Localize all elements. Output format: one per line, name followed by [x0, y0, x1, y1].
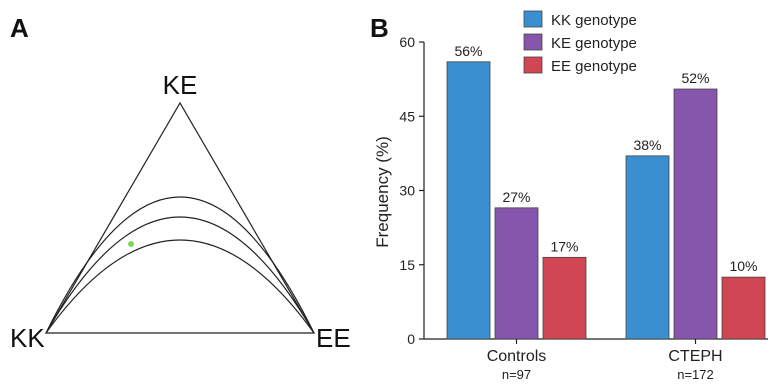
hwe-curve	[45, 216, 315, 334]
bar	[625, 155, 670, 340]
lower-curve	[45, 239, 315, 334]
bar	[494, 207, 539, 340]
panel-a-letter: A	[10, 13, 29, 43]
panel-b-letter: B	[370, 13, 389, 43]
bar-data-label: 52%	[681, 70, 709, 86]
legend-label: KE genotype	[551, 35, 637, 52]
vertex-ee: EE	[316, 323, 351, 353]
x-category-label: CTEPH	[668, 348, 722, 365]
panel-a: A KE KK EE	[10, 13, 351, 353]
y-tick-label: 45	[399, 108, 415, 124]
bar	[721, 276, 766, 340]
legend-label: EE genotype	[551, 58, 637, 75]
y-tick-label: 30	[399, 183, 415, 199]
bar-data-label: 10%	[729, 258, 757, 274]
ternary-triangle	[44, 101, 316, 334]
bar-data-label: 56%	[454, 43, 482, 59]
bar-chart: 0 15 30 45 60 56% 27% 17% Controls n=97 38% 52% 10% C…	[399, 34, 768, 382]
bar	[542, 256, 587, 340]
bar-data-label: 27%	[502, 189, 530, 205]
y-tick-label: 60	[399, 34, 415, 50]
x-category-label: Controls	[487, 348, 547, 365]
genotype-point	[128, 241, 134, 247]
y-axis-label: Frequency (%)	[373, 136, 392, 247]
bar-data-label: 38%	[633, 137, 661, 153]
vertex-kk: KK	[10, 323, 45, 353]
legend-swatch	[523, 56, 543, 74]
vertex-ke: KE	[163, 70, 198, 100]
y-tick-label: 15	[399, 257, 415, 273]
upper-curve	[45, 196, 315, 334]
y-tick-label: 0	[407, 331, 415, 347]
panel-b: B Frequency (%) 0 15 30 45 60 56% 27% 17% Contro…	[370, 10, 768, 382]
x-category-sublabel: n=172	[677, 367, 714, 382]
legend: KK genotype KE genotype EE genotype	[523, 10, 637, 75]
bar-data-label: 17%	[550, 238, 578, 254]
x-category-sublabel: n=97	[502, 367, 531, 382]
legend-swatch	[523, 10, 543, 28]
bar	[446, 61, 491, 340]
bar	[673, 88, 718, 340]
legend-swatch	[523, 33, 543, 51]
legend-label: KK genotype	[551, 12, 637, 29]
